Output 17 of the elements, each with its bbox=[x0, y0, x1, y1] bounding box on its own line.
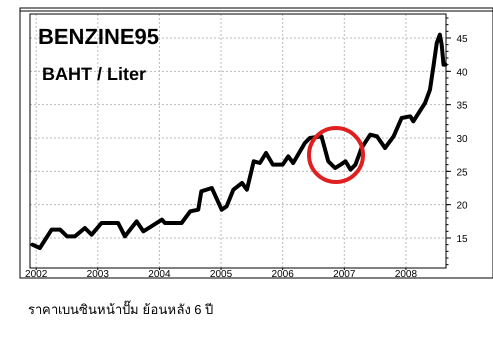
y-tick-label: 30 bbox=[456, 134, 468, 145]
x-tick-label: 2002 bbox=[25, 269, 48, 280]
y-tick-label: 45 bbox=[456, 34, 468, 45]
x-tick-label: 2006 bbox=[272, 269, 294, 280]
x-tick-label: 2005 bbox=[210, 269, 233, 280]
x-tick-label: 2004 bbox=[148, 269, 171, 280]
y-tick-label: 25 bbox=[456, 167, 468, 178]
x-tick-label: 2003 bbox=[86, 269, 110, 280]
text: BAHT / Liter bbox=[42, 64, 146, 84]
text: BENZINE95 bbox=[38, 24, 160, 49]
x-tick-label: 2008 bbox=[394, 269, 418, 280]
y-tick-label: 40 bbox=[456, 67, 468, 78]
text: ราคาเบนซินหน้าปั๊ม ย้อนหลัง 6 ปี bbox=[28, 300, 214, 317]
y-tick-label: 15 bbox=[456, 234, 468, 245]
y-tick-label: 20 bbox=[456, 200, 468, 212]
y-tick-label: 35 bbox=[456, 100, 468, 112]
x-tick-label: 2007 bbox=[333, 269, 356, 280]
